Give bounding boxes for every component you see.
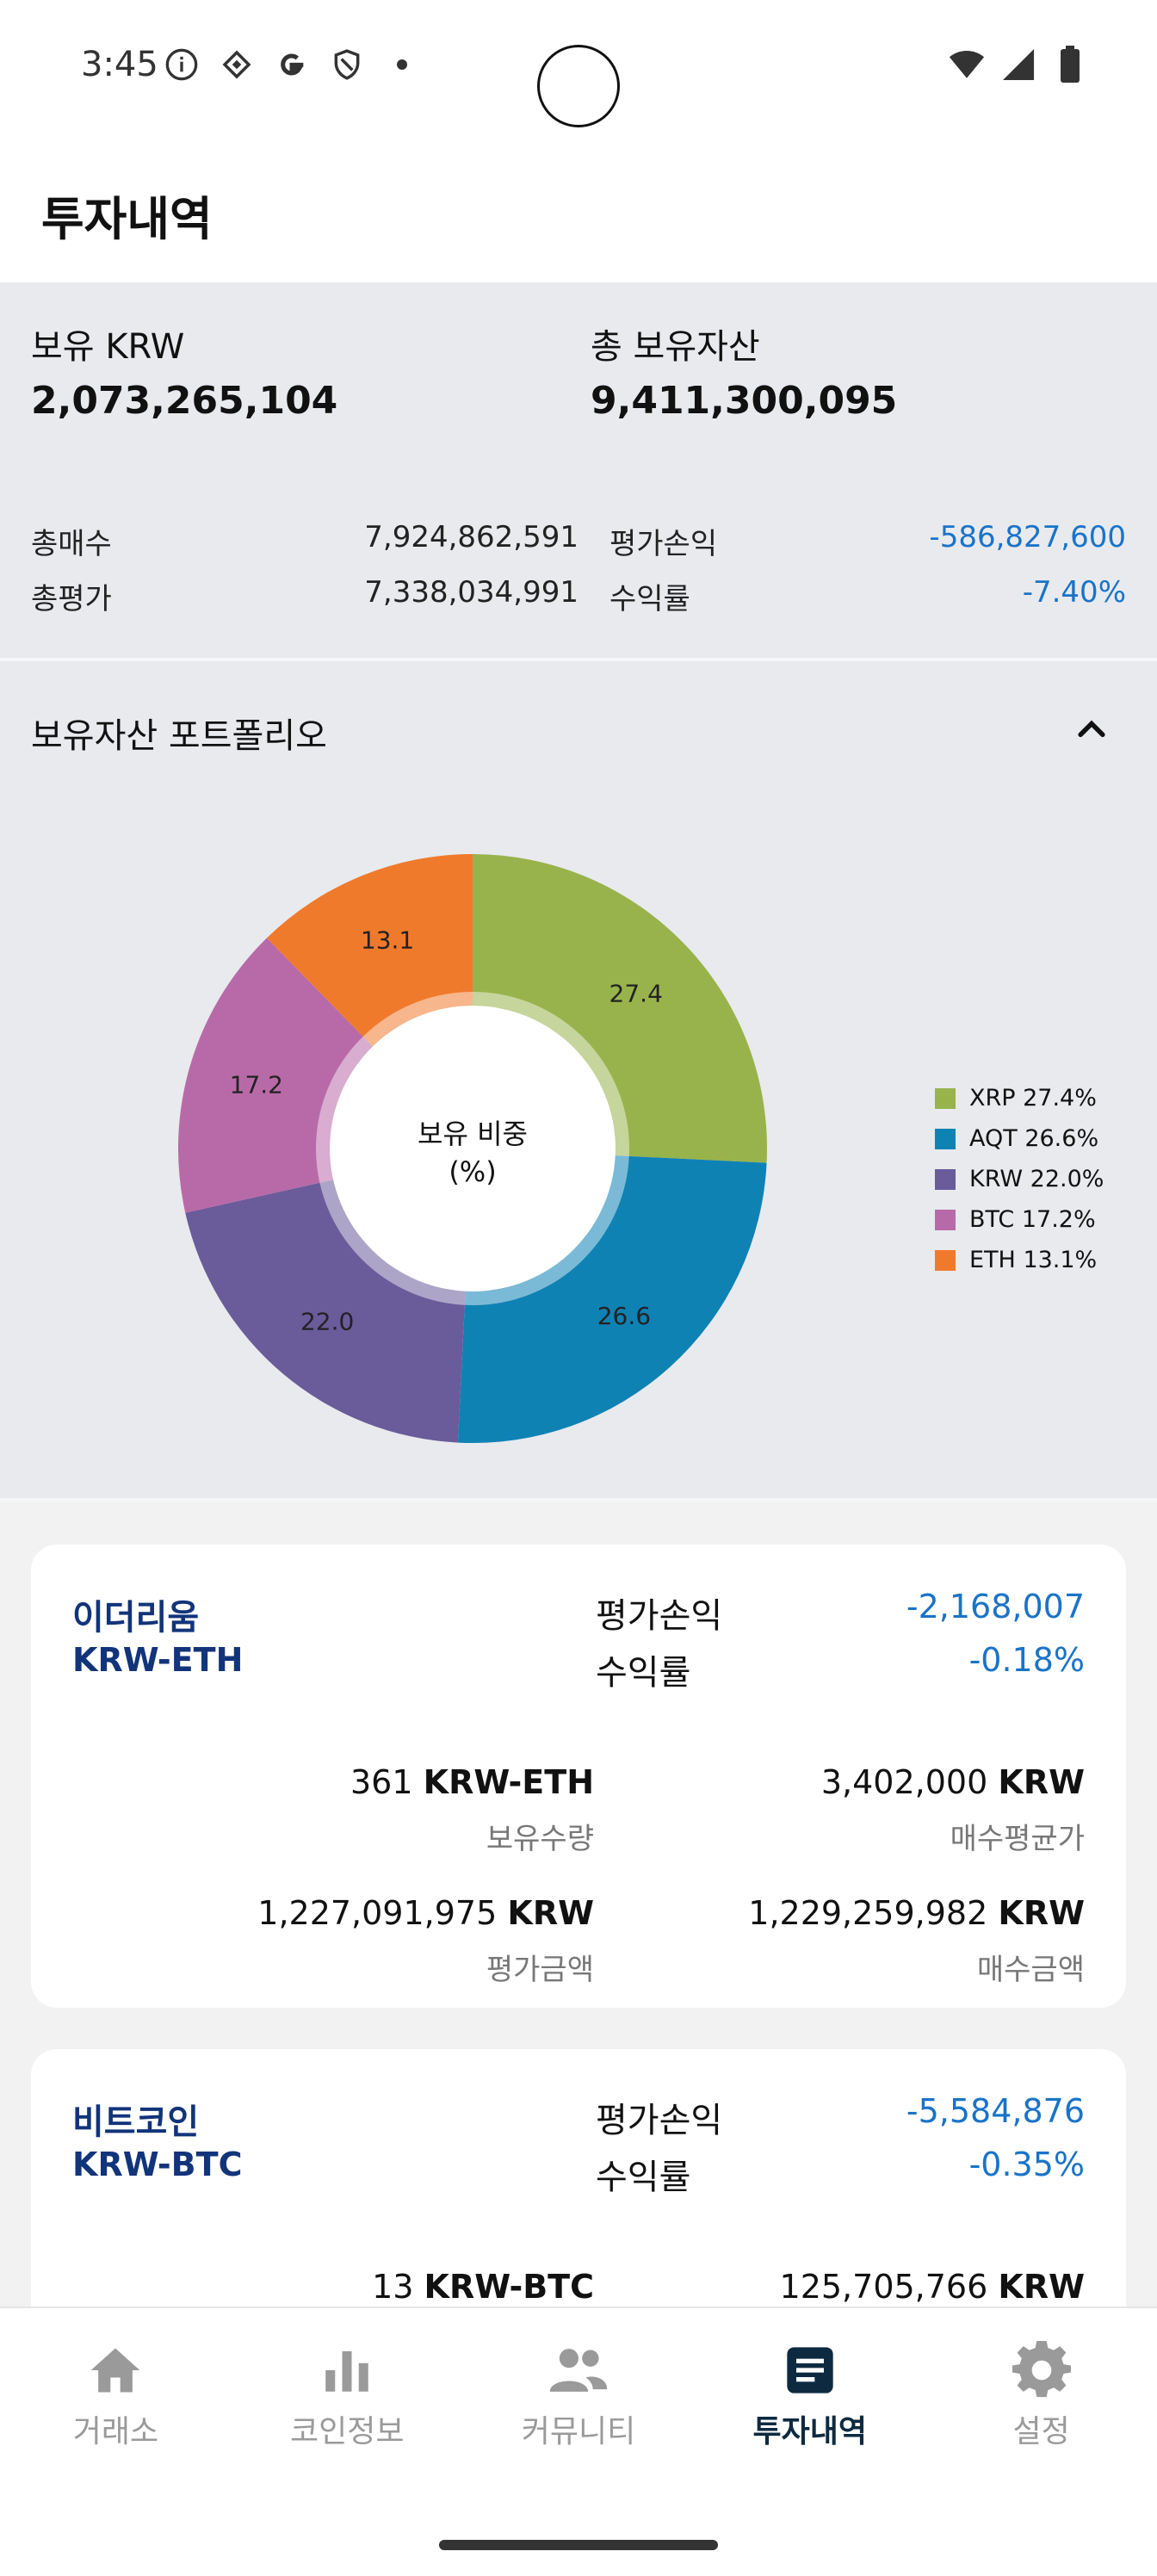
total-eval-label: 총평가 (31, 582, 112, 616)
total-assets-label: 총 보유자산 (591, 327, 760, 367)
donut-center-unit: (%) (449, 1155, 496, 1188)
legend-item-krw: KRW 22.0% (935, 1159, 1104, 1199)
section-divider (0, 1498, 1157, 1502)
status-time: 3:45 (81, 45, 158, 84)
slice-label-btc: 17.2 (230, 1071, 283, 1099)
battery-icon (1052, 46, 1088, 83)
buy-amount-label: 매수금액 (976, 1953, 1085, 1987)
signal-icon (1000, 46, 1036, 83)
eval-pnl-value: -586,827,600 (929, 520, 1126, 554)
home-icon (84, 2339, 146, 2401)
pnl-value: -2,168,007 (906, 1588, 1085, 1625)
coin-market: KRW-ETH (72, 1641, 244, 1679)
nav-item-community[interactable]: 커뮤니티 (463, 2308, 695, 2453)
avg-price-value: 3,402,000 KRW (820, 1763, 1085, 1801)
eval-pnl-label: 평가손익 (609, 527, 718, 561)
slice-label-xrp: 27.4 (609, 979, 663, 1007)
krw-value: 2,073,265,104 (31, 379, 338, 423)
legend-item-eth: ETH 13.1% (935, 1240, 1104, 1280)
nav-item-coin-info[interactable]: 코인정보 (232, 2308, 463, 2453)
quantity-value: 13 KRW-BTC (372, 2268, 594, 2306)
quantity-label: 보유수량 (486, 1822, 594, 1856)
legend-swatch (935, 1087, 956, 1109)
sync-icon (219, 46, 255, 83)
home-indicator[interactable] (439, 2540, 718, 2550)
coin-market: KRW-BTC (72, 2146, 243, 2183)
total-eval-value: 7,338,034,991 (364, 575, 578, 610)
shield-icon (329, 46, 365, 83)
document-icon (779, 2339, 841, 2401)
pnl-label: 평가손익 (596, 2101, 723, 2140)
nav-label: 설정 (1012, 2414, 1070, 2449)
chart-legend: XRP 27.4% AQT 26.6% KRW 22.0% BTC 17.2% ETH … (935, 1078, 1104, 1280)
portfolio-donut-chart: 27.4 26.6 22.0 17.2 13.1 보유 비중 (%) (178, 854, 767, 1443)
nav-label: 코인정보 (289, 2414, 405, 2449)
portfolio-title: 보유자산 포트폴리오 (31, 716, 327, 756)
asset-summary: 보유 KRW 2,073,265,104 총 보유자산 9,411,300,09… (0, 282, 1157, 658)
pnl-label: 평가손익 (596, 1596, 723, 1636)
rate-value: -0.18% (968, 1641, 1085, 1679)
legend-swatch (935, 1128, 956, 1149)
eval-amount-value: 1,227,091,975 KRW (257, 1894, 594, 1932)
legend-label: BTC 17.2% (969, 1206, 1096, 1233)
rate-label: 수익률 (596, 1653, 691, 1693)
return-rate-value: -7.40% (1022, 575, 1126, 610)
holdings-list[interactable]: 이더리움 KRW-ETH 평가손익 -2,168,007 수익률 -0.18% … (0, 1502, 1157, 2393)
slice-label-aqt: 26.6 (597, 1302, 651, 1330)
krw-label: 보유 KRW (31, 327, 185, 367)
slice-label-krw: 22.0 (300, 1307, 354, 1335)
eval-amount-label: 평가금액 (486, 1953, 594, 1987)
total-buy-label: 총매수 (31, 527, 112, 561)
status-icons-left (164, 46, 420, 83)
legend-swatch (935, 1168, 956, 1190)
coin-name: 이더리움 (72, 1598, 200, 1638)
slice-label-eth: 13.1 (361, 926, 414, 954)
status-icons-right (949, 46, 1088, 83)
chevron-up-icon[interactable] (1064, 701, 1119, 756)
info-icon (164, 46, 200, 83)
buy-amount-value: 1,229,259,982 KRW (748, 1894, 1085, 1932)
legend-label: KRW 22.0% (969, 1166, 1104, 1192)
legend-label: AQT 26.6% (969, 1125, 1099, 1152)
coin-name: 비트코인 (72, 2102, 200, 2142)
total-buy-value: 7,924,862,591 (364, 520, 578, 554)
page-title: 투자내역 (41, 192, 213, 246)
nav-item-investment[interactable]: 투자내역 (694, 2308, 925, 2453)
legend-item-aqt: AQT 26.6% (935, 1118, 1104, 1159)
legend-item-xrp: XRP 27.4% (935, 1078, 1104, 1118)
rate-label: 수익률 (596, 2158, 691, 2197)
bottom-nav: 거래소 코인정보 커뮤니티 투자내역 설정 (0, 2307, 1157, 2453)
portfolio-section: 보유자산 포트폴리오 27.4 26.6 22.0 17.2 13.1 보유 비중 (%… (0, 661, 1157, 1498)
legend-swatch (935, 1209, 956, 1230)
pnl-value: -5,584,876 (906, 2092, 1085, 2130)
dot-icon (384, 46, 420, 83)
total-assets-value: 9,411,300,095 (591, 379, 898, 423)
gear-icon (1011, 2339, 1073, 2401)
nav-item-settings[interactable]: 설정 (925, 2308, 1157, 2453)
legend-label: ETH 13.1% (969, 1247, 1098, 1273)
avg-price-label: 매수평균가 (950, 1822, 1085, 1856)
holding-card[interactable]: 이더리움 KRW-ETH 평가손익 -2,168,007 수익률 -0.18% … (31, 1545, 1126, 2008)
nav-label: 거래소 (72, 2414, 159, 2449)
quantity-value: 361 KRW-ETH (350, 1763, 594, 1801)
return-rate-label: 수익률 (609, 582, 690, 616)
status-bar: 3:45 (0, 0, 1157, 138)
section-divider (0, 658, 1157, 661)
legend-label: XRP 27.4% (969, 1085, 1097, 1112)
nav-label: 투자내역 (752, 2414, 868, 2449)
nav-item-exchange[interactable]: 거래소 (0, 2308, 232, 2453)
gesture-area (0, 2453, 1157, 2576)
google-icon (274, 46, 310, 83)
avg-price-value: 125,705,766 KRW (779, 2268, 1085, 2306)
people-icon (548, 2339, 609, 2401)
donut-center-label: 보유 비중 (418, 1118, 528, 1150)
camera-cutout (537, 45, 620, 127)
wifi-icon (949, 46, 985, 83)
legend-item-btc: BTC 17.2% (935, 1199, 1104, 1240)
bar-chart-icon (316, 2339, 378, 2401)
legend-swatch (935, 1249, 956, 1271)
rate-value: -0.35% (968, 2146, 1085, 2183)
nav-label: 커뮤니티 (521, 2414, 636, 2449)
